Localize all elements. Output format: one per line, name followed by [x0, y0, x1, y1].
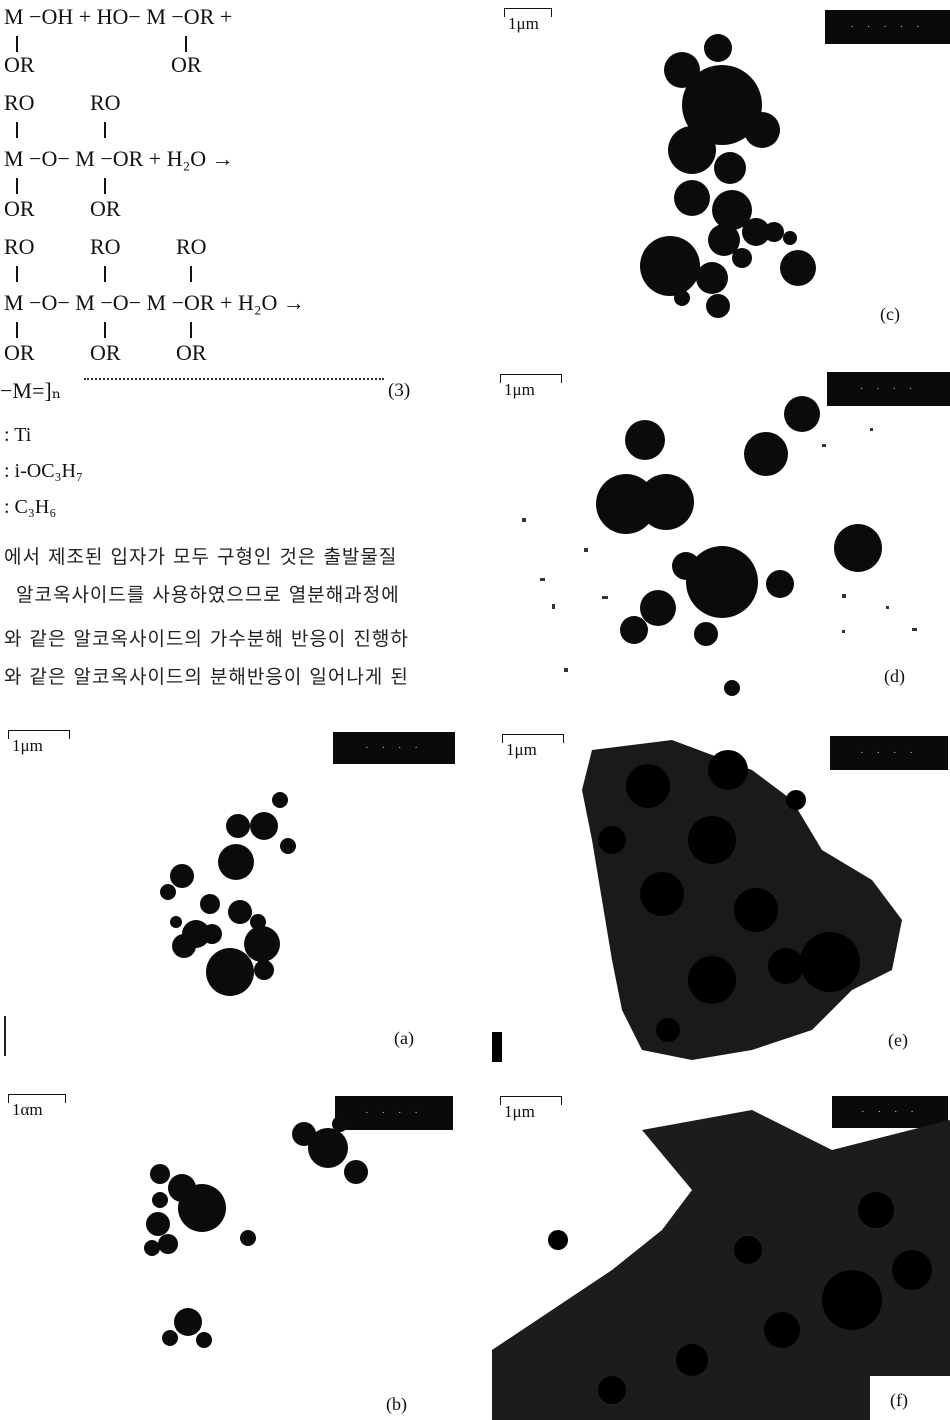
particles-e — [492, 740, 902, 1062]
eq3-bond-top-2 — [104, 266, 106, 282]
definition-alkoxide: : i-OC₃H₇ — [4, 460, 83, 482]
label-d: (d) — [884, 666, 905, 686]
eq2-bond-top-1 — [16, 122, 18, 138]
scale-bar-f: 1μm — [500, 1096, 570, 1126]
eq1-sub-right: OR — [171, 52, 202, 77]
paragraph-line-4: 와 같은 알코옥사이드의 분해반응이 일어나게 된 — [4, 666, 409, 688]
micrograph-f: 1μm · · · · (f) — [492, 1090, 950, 1420]
micrograph-e: 1μm · · · · (e) — [492, 730, 950, 1066]
micrograph-b: 1αm · · · · (b) — [0, 1090, 458, 1420]
eq3-line: M −O− M −O− M −OR + H₂O → — [4, 290, 305, 315]
paragraph-line-1: 에서 제조된 입자가 모두 구형인 것은 출발물질 — [4, 546, 398, 568]
eq3-bottom-3: OR — [176, 340, 207, 365]
eq1-sub-left: OR — [4, 52, 35, 77]
eq2-bond-bottom-2 — [104, 178, 106, 194]
micrograph-d: 1μm · · · · (d) — [492, 368, 950, 704]
particles-a — [4, 792, 296, 1056]
eq3-bottom-1: OR — [4, 340, 35, 365]
eq3-top-1: RO — [4, 234, 35, 259]
eq2-top-2: RO — [90, 90, 121, 115]
label-e: (e) — [888, 1030, 908, 1050]
equation-number: (3) — [388, 380, 411, 401]
eq3-bottom-2: OR — [90, 340, 121, 365]
label-c: (c) — [880, 304, 900, 324]
stamp-c: · · · · · — [825, 10, 950, 44]
particles-b — [144, 1116, 368, 1348]
eq2-top-1: RO — [4, 90, 35, 115]
eq1-bond-right — [185, 36, 187, 52]
definition-metal: : Ti — [4, 424, 32, 446]
eq3-top-2: RO — [90, 234, 121, 259]
stamp-d: · · · · — [827, 372, 950, 406]
eq2-bottom-1: OR — [4, 196, 35, 221]
eq3-bond-bottom-1 — [16, 322, 18, 338]
eq3-bond-top-3 — [190, 266, 192, 282]
label-a: (a) — [394, 1028, 414, 1048]
stamp-a: · · · · — [333, 732, 455, 764]
eq3-bond-bottom-2 — [104, 322, 106, 338]
micrograph-c: 1μm · · · · · (c) — [492, 0, 950, 330]
polymer-term: −M=]ₙ — [0, 378, 62, 403]
micrograph-a: 1μm · · · · (a) — [0, 724, 458, 1060]
paragraph-line-3: 와 같은 알코옥사이드의 가수분해 반응이 진행하 — [4, 628, 409, 650]
leader-dots — [84, 376, 384, 380]
eq2-bottom-2: OR — [90, 196, 121, 221]
particles-c — [640, 34, 816, 318]
eq3-bond-bottom-3 — [190, 322, 192, 338]
stamp-f: · · · · — [832, 1096, 948, 1128]
label-b: (b) — [386, 1394, 407, 1414]
eq2-line: M −O− M −OR + H₂O → — [4, 146, 234, 171]
definition-propylene: : C₃H₆ — [4, 496, 57, 518]
label-f: (f) — [890, 1390, 908, 1410]
eq1-line: M −OH + HO− M −OR + — [4, 4, 233, 29]
eq3-top-3: RO — [176, 234, 207, 259]
paragraph-line-2: 알코옥사이드를 사용하였으므로 열분해과정에 — [16, 584, 400, 606]
particles-f — [492, 1110, 950, 1420]
eq3-bond-top-1 — [16, 266, 18, 282]
particles-d — [522, 396, 917, 696]
eq2-bond-bottom-1 — [16, 178, 18, 194]
stamp-b: · · · · — [335, 1096, 453, 1130]
eq2-bond-top-2 — [104, 122, 106, 138]
eq1-bond-left — [16, 36, 18, 52]
stamp-e: · · · · — [830, 736, 948, 770]
